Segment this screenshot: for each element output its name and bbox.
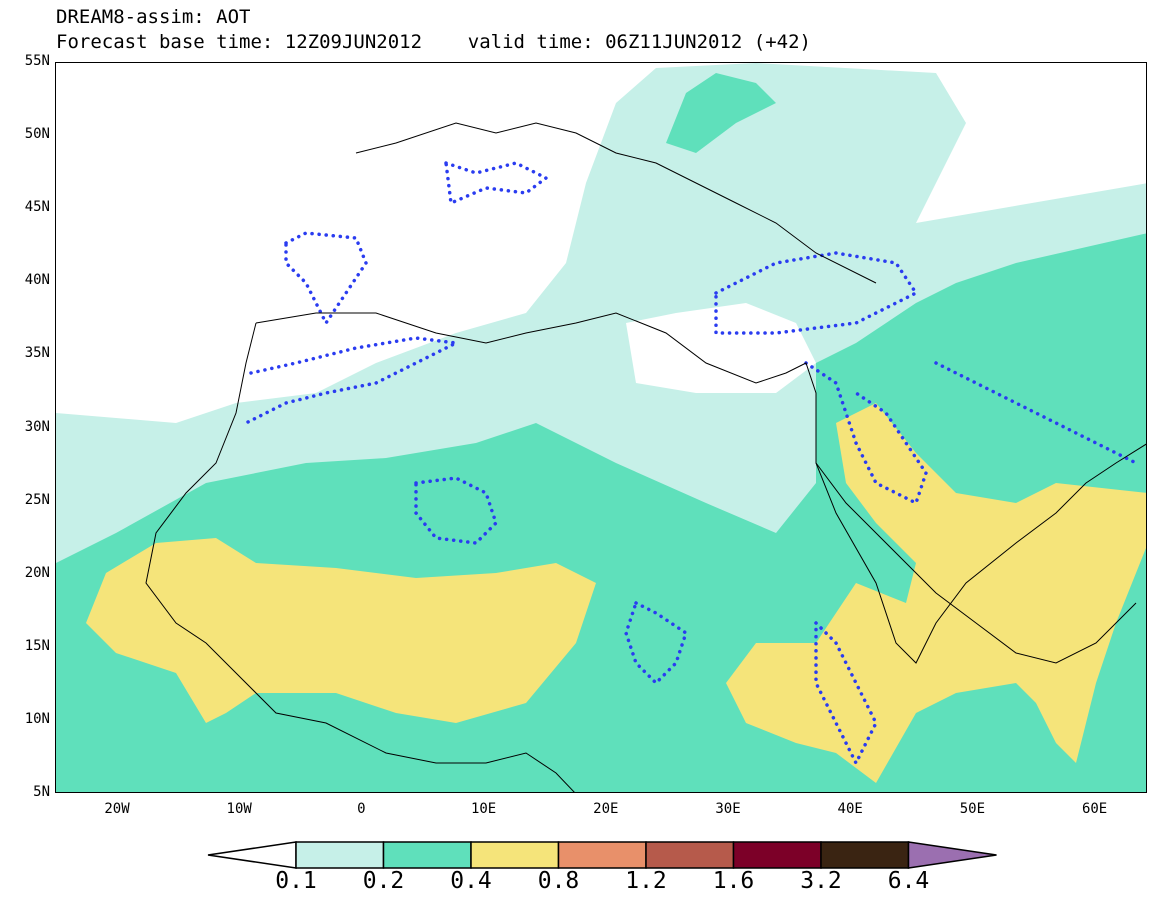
colorbar-segment	[820, 841, 910, 869]
lon-label: 20E	[593, 801, 619, 817]
colorbar-tick-label: 3.2	[800, 868, 842, 894]
colorbar-tick-label: 6.4	[887, 868, 930, 894]
lat-label: 50N	[24, 126, 50, 143]
colorbar-tick-label: 0.4	[450, 868, 492, 894]
colorbar-min-arrow	[207, 841, 297, 869]
lat-label: 15N	[24, 637, 50, 654]
colorbar-tick-label: 1.6	[712, 868, 755, 894]
lon-label: 10W	[226, 801, 252, 817]
dotted-contours	[244, 160, 1138, 767]
lon-label: 30E	[715, 801, 741, 817]
colorbar-segment	[295, 841, 385, 869]
lon-label: 0	[357, 801, 366, 817]
lat-label: 35N	[24, 345, 50, 362]
lat-label: 5N	[33, 784, 50, 800]
aot-map	[55, 62, 1147, 793]
colorbar-tick-label: 0.2	[362, 868, 405, 894]
lat-label: 45N	[24, 199, 50, 216]
lat-label: 40N	[24, 272, 50, 289]
colorbar-segment	[732, 841, 822, 869]
colorbar-tick-label: 1.2	[625, 868, 667, 894]
forecast-time-line: Forecast base time: 12Z09JUN2012 valid t…	[56, 31, 811, 53]
aot-white-gap	[626, 303, 816, 393]
colorbar-segment	[382, 841, 472, 869]
lat-label: 20N	[24, 564, 50, 581]
lat-label: 10N	[24, 710, 50, 727]
lat-label: 25N	[24, 491, 50, 508]
colorbar-segment	[557, 841, 647, 869]
aot-level-0.4-west-africa	[86, 538, 596, 723]
lat-label: 55N	[24, 53, 50, 69]
colorbar-tick-label: 0.1	[275, 868, 317, 894]
lat-label: 30N	[24, 418, 50, 435]
lon-label: 60E	[1081, 801, 1108, 817]
coastlines	[145, 122, 1146, 792]
colorbar-tick-label: 0.8	[537, 868, 580, 894]
map-canvas	[56, 63, 1146, 792]
lon-label: 10E	[470, 801, 497, 817]
lon-label: 50E	[959, 801, 986, 817]
aot-level-0.2-north-patch	[666, 73, 776, 153]
lon-label: 20W	[104, 801, 130, 817]
lon-label: 40E	[837, 801, 863, 817]
colorbar-max-arrow	[907, 841, 997, 869]
colorbar-segment	[470, 841, 560, 869]
colorbar-segment	[645, 841, 735, 869]
map-title: DREAM8-assim: AOT	[56, 6, 251, 28]
